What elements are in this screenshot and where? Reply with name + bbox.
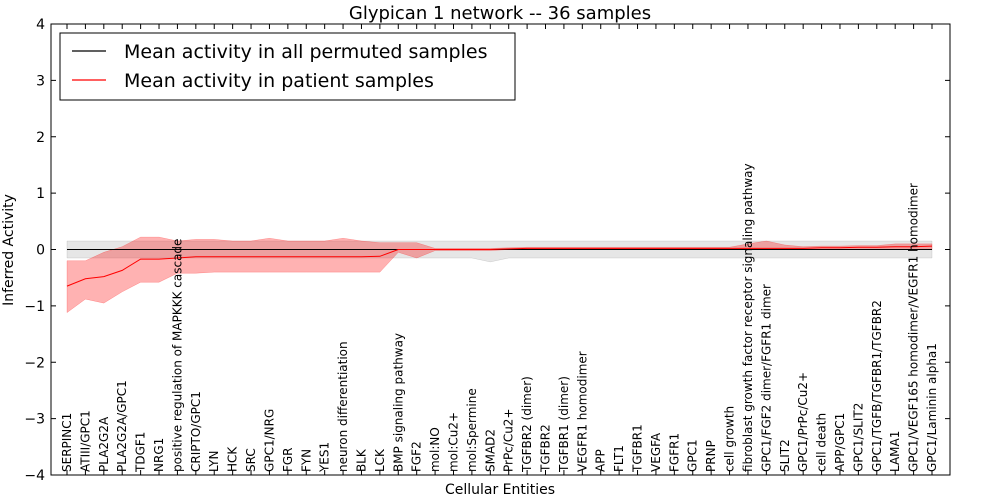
legend-label-permuted: Mean activity in all permuted samples bbox=[124, 41, 487, 63]
legend-frame bbox=[59, 32, 516, 101]
x-tick-label: APP bbox=[594, 449, 608, 472]
x-tick-label: FGR bbox=[281, 448, 295, 473]
x-tick-label: GPC1/SLIT2 bbox=[851, 403, 865, 472]
y-axis: −4 −3 −2 −1 0 1 2 3 4 bbox=[24, 17, 950, 484]
x-tick-label: GPC1 bbox=[686, 439, 700, 472]
x-tick-label: TGFBR2 (dimer) bbox=[520, 376, 534, 473]
x-tick-label: GPC1/PrPc/Cu2+ bbox=[796, 372, 810, 472]
x-tick-label: GPC1/FGF2 dimer/FGFR1 dimer bbox=[759, 284, 773, 472]
x-tick-label: FGF2 bbox=[410, 441, 424, 472]
x-tick-label: GPC1/Laminin alpha1 bbox=[925, 343, 939, 472]
x-tick-label: BLK bbox=[355, 448, 369, 472]
y-tick-label: −1 bbox=[24, 299, 45, 315]
x-tick-label: HCK bbox=[226, 446, 240, 472]
y-tick-label: 0 bbox=[36, 243, 45, 259]
x-tick-label: CRIPTO/GPC1 bbox=[189, 391, 203, 472]
x-tick-label: FLT1 bbox=[612, 445, 626, 472]
x-tick-label: VEGFA bbox=[649, 432, 663, 472]
x-tick-label: SMAD2 bbox=[483, 429, 497, 472]
x-tick-label: BMP signaling pathway bbox=[391, 333, 405, 472]
x-tick-label: TGFBR2 bbox=[539, 424, 553, 473]
x-tick-label: TGFBR1 (dimer) bbox=[557, 376, 571, 473]
x-tick-label: PrPc/Cu2+ bbox=[502, 408, 516, 472]
x-tick-label: mol:Spermine bbox=[465, 388, 479, 472]
x-tick-label: SERPINC1 bbox=[60, 413, 74, 472]
x-tick-label: fibroblast growth factor receptor signal… bbox=[741, 163, 755, 472]
x-tick-label: ATIII/GPC1 bbox=[78, 410, 92, 472]
x-tick-label: cell growth bbox=[723, 406, 737, 472]
x-tick-label: mol:NO bbox=[428, 427, 442, 472]
x-tick-label: YES1 bbox=[318, 442, 332, 473]
y-tick-label: 1 bbox=[36, 186, 45, 202]
x-tick-label: TGFBR1 bbox=[631, 424, 645, 473]
x-tick-label: APP/GPC1 bbox=[833, 413, 847, 472]
x-tick-label: SLIT2 bbox=[778, 439, 792, 472]
x-tick-label: NRG1 bbox=[152, 438, 166, 472]
chart-title: Glypican 1 network -- 36 samples bbox=[349, 3, 651, 24]
x-axis-label: Cellular Entities bbox=[445, 482, 555, 498]
x-tick-label: LCK bbox=[373, 448, 387, 472]
x-tick-label: neuron differentiation bbox=[336, 341, 350, 472]
x-tick-label: mol:Cu2+ bbox=[447, 412, 461, 472]
y-tick-label: 3 bbox=[36, 73, 45, 89]
x-tick-label: GPC1/VEGF165 homodimer/VEGFR1 homodimer bbox=[907, 183, 921, 472]
legend-label-patient: Mean activity in patient samples bbox=[124, 70, 434, 92]
x-tick-label: FYN bbox=[299, 449, 313, 472]
y-tick-label: −2 bbox=[24, 355, 45, 371]
y-axis-label: Inferred Activity bbox=[1, 194, 17, 306]
x-tick-label: LYN bbox=[207, 451, 221, 472]
y-tick-label: −3 bbox=[24, 412, 45, 428]
x-tick-label: cell death bbox=[815, 413, 829, 472]
x-axis: SERPINC1 ATIII/GPC1 PLA2G2A PLA2G2A/GPC1 TDG… bbox=[60, 24, 939, 475]
x-tick-label: LAMA1 bbox=[888, 431, 902, 472]
series-lines bbox=[66, 245, 933, 287]
x-tick-label: positive regulation of MAPKKK cascade bbox=[170, 239, 184, 472]
x-tick-label: SRC bbox=[244, 448, 258, 472]
y-tick-label: 4 bbox=[36, 17, 45, 33]
y-tick-label: 2 bbox=[36, 130, 45, 146]
x-tick-label: TDGF1 bbox=[134, 432, 148, 473]
x-tick-label: PLA2G2A/GPC1 bbox=[115, 380, 129, 472]
x-tick-label: GPC1/NRG bbox=[262, 409, 276, 472]
x-tick-label: FGFR1 bbox=[667, 433, 681, 472]
x-tick-label: PRNP bbox=[704, 440, 718, 472]
x-tick-label: GPC1/TGFB/TGFBR1/TGFBR2 bbox=[870, 300, 884, 472]
x-tick-label: PLA2G2A bbox=[97, 416, 111, 472]
series-line-1 bbox=[66, 245, 933, 287]
x-tick-label: VEGFR1 homodimer bbox=[575, 351, 589, 472]
legend: Mean activity in all permuted samples Me… bbox=[59, 32, 516, 101]
y-tick-label: −4 bbox=[24, 468, 45, 484]
